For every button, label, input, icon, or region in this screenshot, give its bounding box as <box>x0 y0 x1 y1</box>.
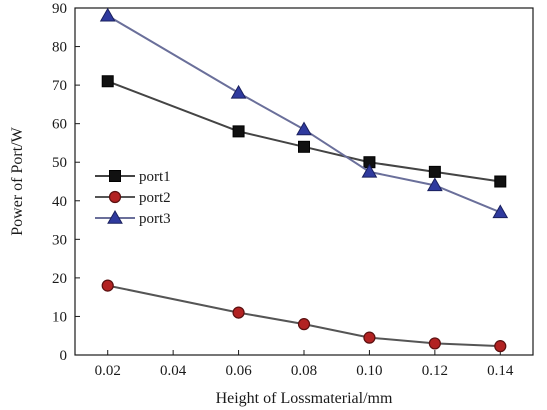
x-tick-label: 0.02 <box>95 363 121 379</box>
x-tick-label: 0.08 <box>291 363 317 379</box>
y-axis: 0 10 20 30 40 50 60 70 80 90 <box>52 1 80 364</box>
port1-point <box>428 165 441 178</box>
series-port3 <box>99 7 509 219</box>
x-tick-label: 0.04 <box>160 363 187 379</box>
series-layer <box>99 7 509 353</box>
port3-line <box>107 14 501 214</box>
y-axis-title: Power of Port/W <box>9 126 26 235</box>
port3-point <box>426 177 443 192</box>
port3-point <box>99 7 116 22</box>
y-tick-label: 70 <box>52 78 67 94</box>
port1-point <box>101 75 114 88</box>
legend-label: port3 <box>139 211 171 227</box>
legend-item-port2: port2 <box>95 190 171 206</box>
port1-line <box>107 80 501 183</box>
port2-line <box>107 284 501 348</box>
port2-point <box>297 318 311 331</box>
y-tick-label: 40 <box>52 194 67 210</box>
y-tick-label: 50 <box>52 155 67 171</box>
legend: port1 port2 port3 <box>95 169 171 227</box>
series-port2 <box>101 279 507 353</box>
x-tick-label: 0.06 <box>225 363 252 379</box>
y-tick-label: 80 <box>52 40 67 56</box>
port3-point <box>492 204 509 219</box>
x-tick-label: 0.10 <box>356 363 382 379</box>
port1-point <box>298 140 310 153</box>
y-tick-label: 90 <box>52 1 67 17</box>
port3-point <box>230 84 247 99</box>
series-port1 <box>101 75 507 188</box>
x-axis-title: Height of Lossmaterial/mm <box>216 390 393 407</box>
legend-marker <box>109 170 121 182</box>
port1-point <box>232 125 245 138</box>
port2-point <box>494 340 507 353</box>
legend-item-port3: port3 <box>95 209 171 227</box>
legend-label: port2 <box>139 190 171 206</box>
port1-point <box>494 175 507 188</box>
y-tick-label: 60 <box>52 117 67 133</box>
y-tick-label: 10 <box>52 309 67 325</box>
legend-label: port1 <box>139 169 171 185</box>
x-tick-label: 0.12 <box>422 363 448 379</box>
legend-marker <box>108 190 122 204</box>
y-tick-label: 20 <box>52 271 67 287</box>
port2-point <box>101 279 114 292</box>
x-axis: 0.02 0.04 0.06 0.08 0.10 0.12 0.14 <box>95 350 514 379</box>
y-tick-label: 30 <box>52 232 67 248</box>
port2-point <box>363 331 376 344</box>
legend-marker <box>107 209 123 224</box>
port3-point <box>361 163 378 178</box>
y-tick-label: 0 <box>60 348 68 364</box>
port3-point <box>296 121 312 136</box>
port2-point <box>428 337 441 350</box>
x-tick-label: 0.14 <box>487 363 514 379</box>
legend-item-port1: port1 <box>95 169 171 185</box>
port2-point <box>232 306 245 319</box>
